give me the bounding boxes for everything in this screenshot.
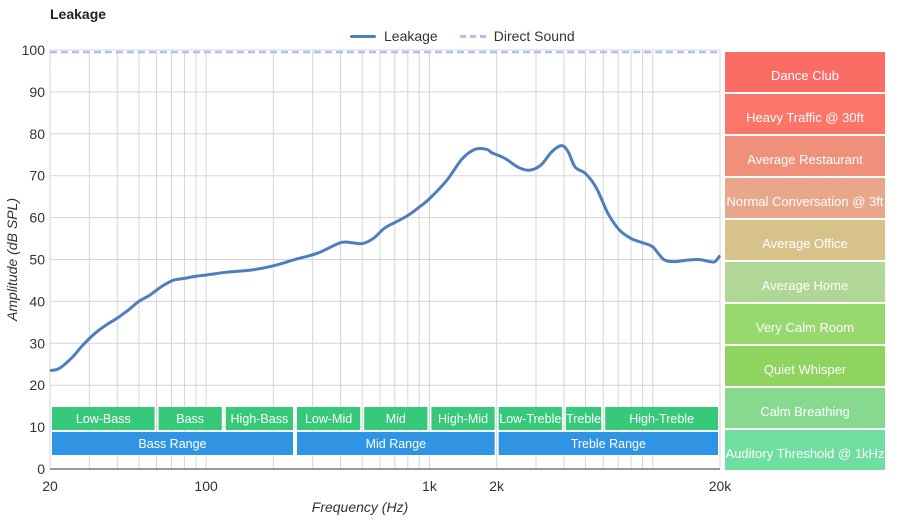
freq-band-label: High-Bass bbox=[231, 412, 289, 426]
y-tick-label: 0 bbox=[37, 461, 45, 477]
y-tick-label: 10 bbox=[29, 419, 45, 435]
freq-range-box bbox=[296, 432, 495, 455]
legend-label-direct-sound: Direct Sound bbox=[493, 28, 575, 44]
legend-label-leakage: Leakage bbox=[384, 28, 438, 44]
legend-swatch-leakage bbox=[350, 34, 376, 38]
reference-level-box bbox=[725, 304, 885, 344]
y-tick-label: 20 bbox=[29, 377, 45, 393]
reference-level-box bbox=[725, 346, 885, 386]
freq-band-box bbox=[364, 407, 428, 430]
reference-level-box bbox=[725, 262, 885, 302]
freq-band-box bbox=[52, 407, 155, 430]
chart-title: Leakage bbox=[50, 6, 107, 22]
reference-level-label: Average Office bbox=[762, 236, 848, 251]
freq-band-box bbox=[605, 407, 718, 430]
chart-legend: Leakage Direct Sound bbox=[350, 28, 575, 44]
series-line-leakage bbox=[49, 144, 722, 373]
legend-item-direct-sound[interactable]: Direct Sound bbox=[459, 28, 575, 44]
reference-level-box bbox=[725, 94, 885, 134]
freq-band-label: Low-Bass bbox=[76, 412, 131, 426]
freq-range-label: Bass Range bbox=[138, 437, 206, 451]
reference-level-label: Very Calm Room bbox=[756, 320, 854, 335]
freq-band-box bbox=[296, 407, 361, 430]
y-tick-label: 90 bbox=[29, 84, 45, 100]
reference-level-box bbox=[725, 136, 885, 176]
reference-level-label: Auditory Threshold @ 1kHz bbox=[726, 446, 885, 461]
freq-band-box bbox=[498, 407, 562, 430]
y-tick-label: 40 bbox=[29, 293, 45, 309]
freq-range-label: Treble Range bbox=[571, 437, 646, 451]
reference-level-label: Dance Club bbox=[771, 68, 839, 83]
freq-band-box bbox=[225, 407, 293, 430]
reference-level-label: Average Home bbox=[762, 278, 848, 293]
reference-level-label: Heavy Traffic @ 30ft bbox=[746, 110, 864, 125]
reference-level-box bbox=[725, 52, 885, 92]
freq-band-box bbox=[158, 407, 222, 430]
freq-band-label: High-Mid bbox=[438, 412, 488, 426]
legend-swatch-direct-sound bbox=[459, 34, 486, 38]
freq-band-label: Low-Treble bbox=[499, 412, 561, 426]
x-tick-label: 1k bbox=[422, 478, 438, 494]
y-axis-title: Amplitude (dB SPL) bbox=[4, 198, 20, 322]
reference-level-box bbox=[725, 388, 885, 428]
freq-range-box bbox=[52, 432, 293, 455]
reference-level-label: Quiet Whisper bbox=[764, 362, 847, 377]
y-tick-label: 30 bbox=[29, 335, 45, 351]
freq-band-box bbox=[565, 407, 602, 430]
x-tick-label: 20k bbox=[709, 478, 733, 494]
freq-range-label: Mid Range bbox=[366, 437, 426, 451]
freq-band-box bbox=[431, 407, 495, 430]
y-tick-label: 60 bbox=[29, 210, 45, 226]
freq-band-label: High-Treble bbox=[629, 412, 694, 426]
y-tick-label: 70 bbox=[29, 168, 45, 184]
freq-band-label: Bass bbox=[176, 412, 204, 426]
y-tick-label: 50 bbox=[29, 252, 45, 268]
freq-band-label: Treble bbox=[566, 412, 601, 426]
reference-level-box bbox=[725, 430, 885, 470]
freq-band-label: Mid bbox=[386, 412, 406, 426]
x-axis-title: Frequency (Hz) bbox=[312, 499, 408, 515]
y-tick-label: 80 bbox=[29, 126, 45, 142]
reference-level-label: Calm Breathing bbox=[760, 404, 850, 419]
x-tick-label: 20 bbox=[42, 478, 58, 494]
x-tick-label: 100 bbox=[194, 478, 218, 494]
reference-level-box bbox=[725, 220, 885, 260]
x-tick-label: 2k bbox=[489, 478, 505, 494]
reference-level-label: Average Restaurant bbox=[747, 152, 863, 167]
freq-band-label: Low-Mid bbox=[305, 412, 352, 426]
legend-item-leakage[interactable]: Leakage bbox=[350, 28, 438, 44]
reference-level-box bbox=[725, 178, 885, 218]
reference-level-label: Normal Conversation @ 3ft bbox=[727, 194, 884, 209]
freq-range-box bbox=[498, 432, 718, 455]
y-tick-label: 100 bbox=[22, 42, 46, 58]
